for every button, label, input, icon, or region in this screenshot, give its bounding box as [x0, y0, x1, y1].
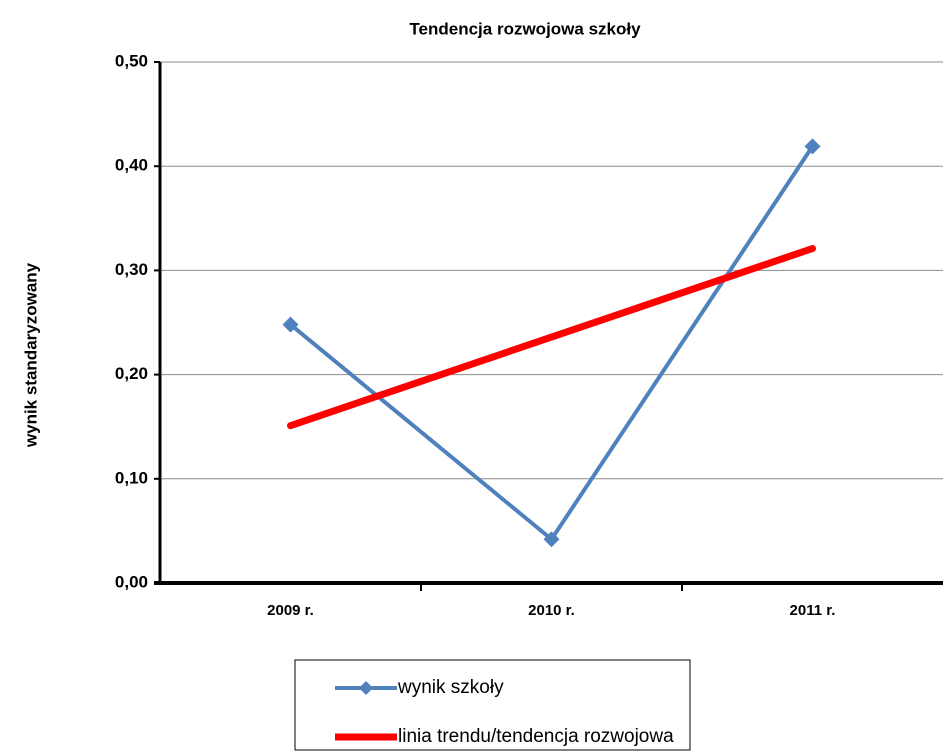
series-line: [291, 146, 813, 539]
trend-line: [291, 249, 813, 426]
x-tick-label: 2011 r.: [790, 602, 836, 619]
y-tick-label: 0,20: [115, 364, 148, 383]
legend-label: linia trendu/tendencja rozwojowa: [398, 726, 674, 747]
x-tick-label: 2009 r.: [267, 602, 314, 619]
x-tick-label: 2010 r.: [528, 602, 575, 619]
chart-title: Tendencja rozwojowa szkoły: [409, 19, 641, 38]
y-tick-label: 0,40: [115, 156, 148, 175]
y-tick-label: 0,30: [115, 260, 148, 279]
legend-label: wynik szkoły: [397, 677, 504, 698]
chart: Tendencja rozwojowa szkoły wynik standar…: [0, 0, 943, 751]
y-tick-label: 0,50: [115, 51, 148, 70]
y-tick-label: 0,10: [115, 468, 148, 487]
y-tick-label: 0,00: [115, 572, 148, 591]
y-axis-title: wynik standaryzowany: [21, 262, 40, 448]
